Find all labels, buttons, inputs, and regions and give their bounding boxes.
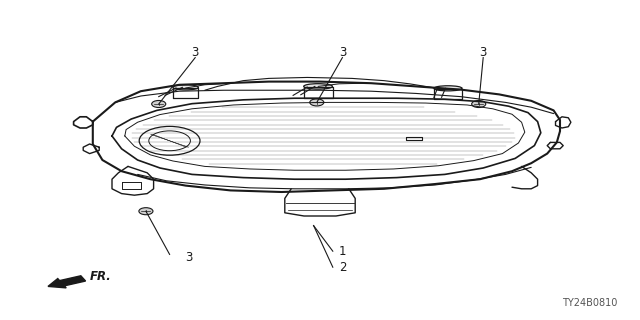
Text: 3: 3: [185, 251, 193, 264]
Ellipse shape: [310, 99, 324, 106]
Ellipse shape: [434, 86, 462, 91]
Ellipse shape: [472, 100, 486, 108]
Ellipse shape: [152, 100, 166, 108]
Text: 2: 2: [339, 261, 346, 274]
FancyArrow shape: [48, 276, 86, 288]
Text: 1: 1: [339, 245, 346, 258]
Text: 3: 3: [191, 46, 199, 59]
Text: FR.: FR.: [90, 270, 111, 283]
Ellipse shape: [304, 84, 333, 89]
Ellipse shape: [173, 85, 198, 90]
Text: 3: 3: [339, 46, 346, 59]
Text: TY24B0810: TY24B0810: [562, 298, 618, 308]
Ellipse shape: [139, 208, 153, 215]
Text: 3: 3: [479, 46, 487, 59]
